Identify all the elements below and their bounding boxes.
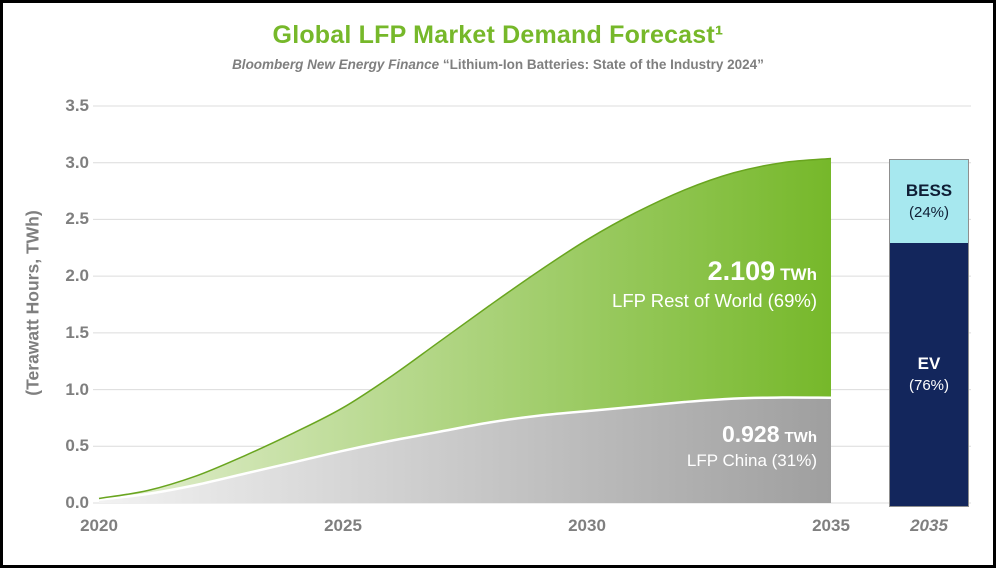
annotation-rest-of-world: 2.109 TWh LFP Rest of World (69%): [612, 256, 817, 312]
lfp-rest-of-world-area: [99, 158, 831, 500]
bess-segment: BESS (24%): [890, 159, 968, 243]
rest-of-world-value-line: 2.109 TWh: [612, 256, 817, 287]
chart-subtitle: Bloomberg New Energy Finance “Lithium-Io…: [3, 57, 993, 72]
bess-segment-label: BESS: [905, 181, 953, 201]
china-label: LFP China (31%): [686, 451, 817, 470]
subtitle-source: Bloomberg New Energy Finance: [232, 57, 440, 72]
ev-segment-label: EV: [917, 354, 941, 374]
chart-title: Global LFP Market Demand Forecast¹: [272, 21, 724, 49]
china-unit: TWh: [784, 429, 817, 446]
area-chart: [93, 105, 971, 504]
lfp-china-area: [99, 397, 831, 503]
rest-of-world-unit: TWh: [780, 265, 817, 284]
chart-header: Global LFP Market Demand Forecast¹ Bloom…: [3, 21, 993, 72]
bar-x-tick-label: 2035: [910, 516, 948, 535]
china-value: 0.928: [721, 421, 780, 447]
rest-of-world-top-edge: [98, 157, 832, 500]
ev-segment-pct: (76%): [908, 377, 949, 395]
rest-of-world-value: 2.109: [707, 256, 776, 286]
y-axis-label: (Terawatt Hours, TWh): [22, 210, 43, 396]
annotation-china: 0.928 TWh LFP China (31%): [687, 421, 817, 471]
ev-segment: EV (76%): [890, 242, 968, 506]
bar-2035: BESS (24%) EV (76%): [889, 158, 969, 507]
china-top-edge: [98, 396, 832, 501]
rest-of-world-label: LFP Rest of World (69%): [612, 290, 817, 311]
china-value-line: 0.928 TWh: [687, 421, 817, 448]
subtitle-quote: “Lithium-Ion Batteries: State of the Ind…: [442, 57, 764, 72]
bess-segment-pct: (24%): [908, 204, 949, 222]
